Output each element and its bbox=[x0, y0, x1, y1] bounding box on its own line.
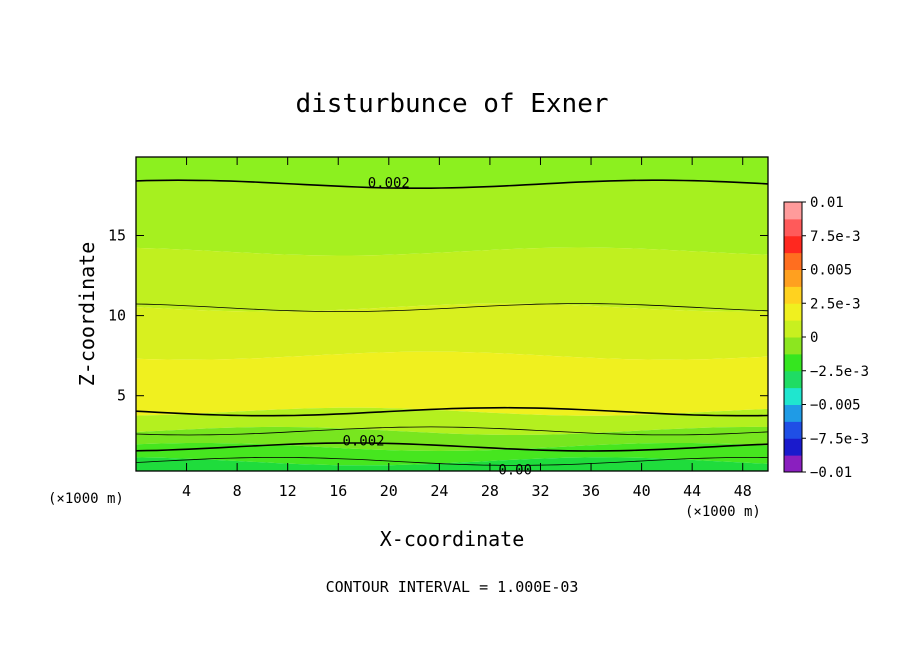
chart-title: disturbunce of Exner bbox=[295, 89, 608, 119]
colorbar-tick-label: −7.5e-3 bbox=[810, 431, 869, 447]
x-tick-label: 40 bbox=[633, 482, 651, 500]
y-tick-label: 10 bbox=[108, 307, 126, 325]
colorbar-tick-label: −0.01 bbox=[810, 465, 852, 481]
x-unit-left: (×1000 m) bbox=[48, 491, 124, 507]
colorbar-swatch bbox=[784, 387, 802, 405]
x-axis-ticks: 4 8 12 16 20 24 28 32 36 40 44 48 bbox=[182, 157, 752, 500]
contour-lines bbox=[136, 179, 768, 466]
y-tick-label: 5 bbox=[117, 387, 126, 405]
colorbar-swatch bbox=[784, 370, 802, 389]
contour-line bbox=[136, 457, 768, 466]
x-tick-label: 16 bbox=[329, 482, 347, 500]
colorbar-swatch bbox=[784, 286, 802, 304]
x-axis-label: X-coordinate bbox=[380, 527, 525, 551]
field-band bbox=[136, 426, 768, 451]
contour-label: 0.002 bbox=[368, 176, 410, 192]
field-band bbox=[136, 180, 768, 256]
x-tick-label: 24 bbox=[430, 482, 448, 500]
x-tick-label: 8 bbox=[233, 482, 242, 500]
y-axis-label: Z-coordinate bbox=[75, 242, 99, 387]
contour-line bbox=[136, 406, 768, 417]
colorbar-swatch bbox=[784, 421, 802, 439]
x-tick-label: 28 bbox=[481, 482, 499, 500]
x-tick-label: 48 bbox=[734, 482, 752, 500]
y-axis-ticks: 5 10 15 bbox=[108, 227, 768, 405]
field-band bbox=[136, 351, 768, 416]
colorbar-swatch bbox=[784, 269, 802, 287]
colorbar-swatch bbox=[784, 235, 802, 254]
x-unit-right: (×1000 m) bbox=[685, 504, 761, 520]
x-tick-label: 4 bbox=[182, 482, 191, 500]
colorbar-tick-label: −0.005 bbox=[810, 398, 861, 414]
colorbar-tick-label: 0.01 bbox=[810, 195, 844, 211]
colorbar-tick-label: 7.5e-3 bbox=[810, 229, 861, 245]
colorbar-swatch bbox=[784, 438, 802, 456]
colorbar-tick-label: −2.5e-3 bbox=[810, 364, 869, 380]
contour-label: 0.002 bbox=[342, 434, 384, 450]
colorbar-tick-label: 0 bbox=[810, 330, 818, 346]
contour-field bbox=[136, 157, 768, 471]
colorbar-tick-label: 2.5e-3 bbox=[810, 296, 861, 312]
colorbar-swatch bbox=[784, 303, 802, 321]
x-tick-label: 36 bbox=[582, 482, 600, 500]
contour-line bbox=[136, 303, 768, 312]
colorbar: 0.01 7.5e-3 0.005 2.5e-3 0 −2.5e-3 −0.005 −7.5e… bbox=[783, 195, 869, 481]
contour-line bbox=[136, 426, 768, 436]
colorbar-swatch bbox=[784, 337, 802, 355]
colorbar-swatch bbox=[784, 353, 802, 372]
field-band bbox=[136, 443, 768, 466]
colorbar-swatch bbox=[784, 252, 802, 270]
field-band bbox=[136, 407, 768, 435]
colorbar-swatch bbox=[784, 320, 802, 338]
x-tick-label: 12 bbox=[279, 482, 297, 500]
contour-line bbox=[136, 179, 768, 189]
contour-line bbox=[136, 442, 768, 452]
colorbar-swatch bbox=[784, 404, 802, 422]
colorbar-swatch bbox=[784, 202, 802, 220]
colorbar-swatch bbox=[784, 218, 802, 237]
colorbar-swatch bbox=[784, 455, 802, 473]
contour-interval-note: CONTOUR INTERVAL = 1.000E-03 bbox=[326, 578, 579, 596]
field-band bbox=[136, 247, 768, 312]
colorbar-tick-label: 0.005 bbox=[810, 263, 852, 279]
field-band bbox=[136, 303, 768, 360]
y-tick-label: 15 bbox=[108, 227, 126, 245]
x-tick-label: 44 bbox=[683, 482, 701, 500]
x-tick-label: 20 bbox=[380, 482, 398, 500]
x-tick-label: 32 bbox=[531, 482, 549, 500]
plot-frame bbox=[135, 156, 769, 472]
